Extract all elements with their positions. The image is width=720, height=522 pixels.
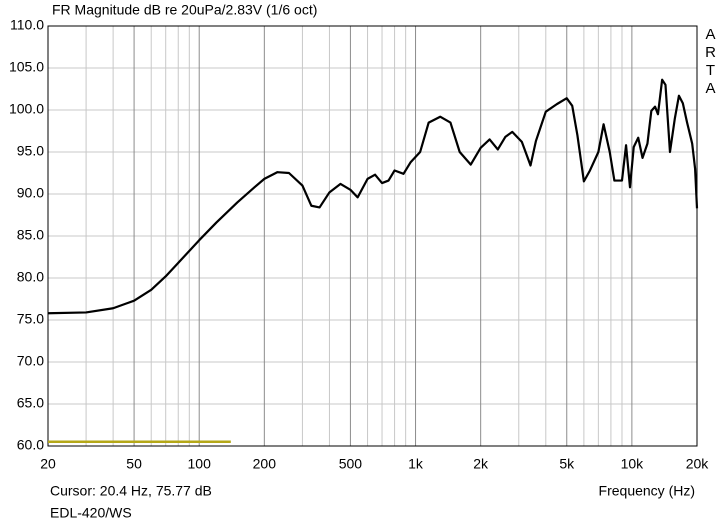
x-tick-label: 500 bbox=[339, 456, 363, 472]
x-tick-label: 50 bbox=[126, 456, 142, 472]
y-tick-label: 85.0 bbox=[17, 227, 44, 243]
footer: EDL-420/WS bbox=[50, 505, 132, 521]
y-tick-label: 65.0 bbox=[17, 395, 44, 411]
x-tick-label: 200 bbox=[253, 456, 277, 472]
y-tick-label: 105.0 bbox=[9, 59, 44, 75]
cursor-readout: Cursor: 20.4 Hz, 75.77 dB bbox=[50, 483, 212, 499]
x-tick-label: 10k bbox=[621, 456, 645, 472]
x-tick-label: 1k bbox=[408, 456, 424, 472]
x-tick-label: 100 bbox=[188, 456, 212, 472]
x-tick-label: 20k bbox=[686, 456, 710, 472]
x-axis-label: Frequency (Hz) bbox=[599, 483, 695, 499]
x-tick-label: 2k bbox=[473, 456, 489, 472]
side-label: ARTA bbox=[702, 26, 719, 98]
y-tick-label: 75.0 bbox=[17, 311, 44, 327]
x-tick-label: 20 bbox=[40, 456, 56, 472]
response-curve bbox=[47, 78, 699, 315]
y-tick-label: 70.0 bbox=[17, 353, 44, 369]
y-tick-label: 100.0 bbox=[9, 101, 44, 117]
chart-title: FR Magnitude dB re 20uPa/2.83V (1/6 oct) bbox=[52, 2, 317, 18]
plot-border bbox=[47, 25, 698, 447]
x-tick-label: 5k bbox=[559, 456, 575, 472]
y-tick-label: 95.0 bbox=[17, 143, 44, 159]
y-tick-label: 80.0 bbox=[17, 269, 44, 285]
y-tick-label: 90.0 bbox=[17, 185, 44, 201]
y-tick-label: 110.0 bbox=[10, 17, 44, 33]
y-tick-label: 60.0 bbox=[17, 437, 44, 453]
